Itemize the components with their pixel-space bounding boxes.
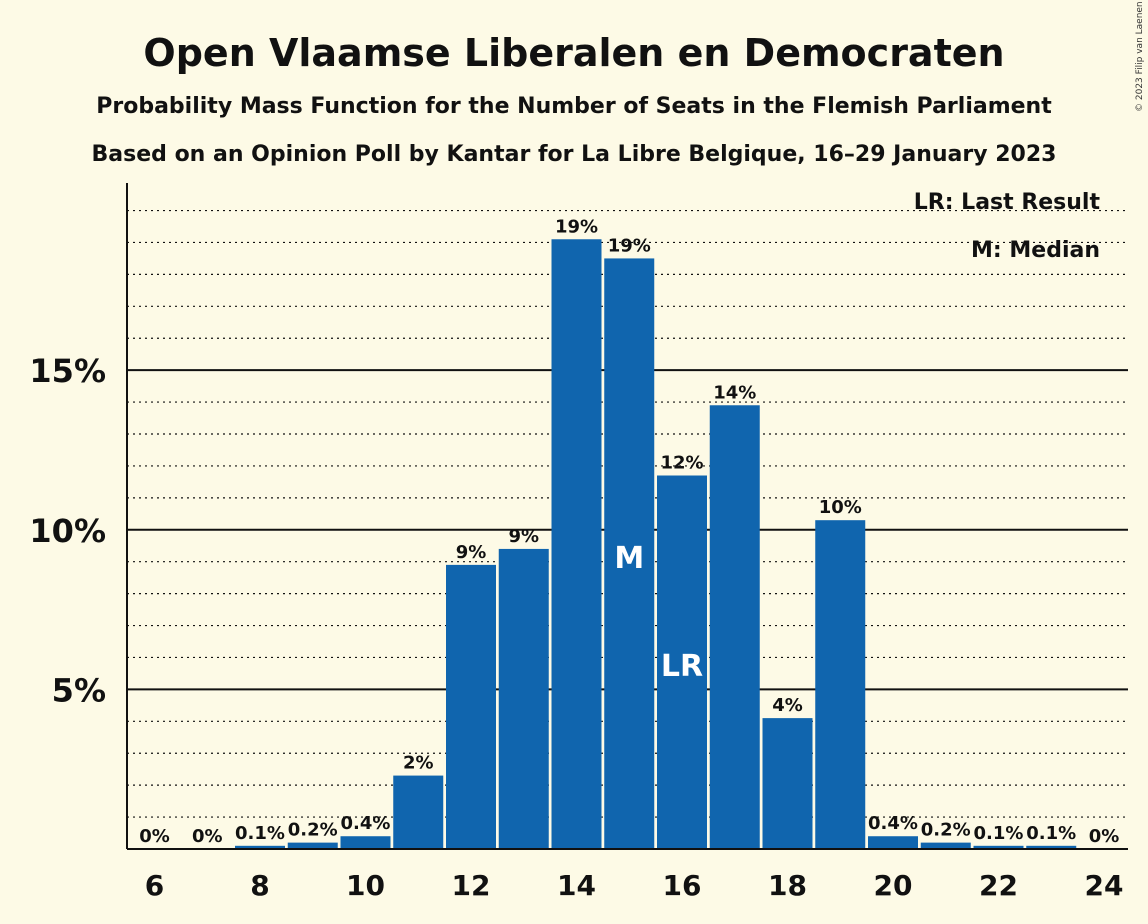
value-label-seat-11: 2% [403,753,434,774]
x-tick-label: 12 [452,869,491,902]
chart-subtitle: Probability Mass Function for the Number… [96,94,1052,119]
x-tick-labels: 6 8 10 12 14 16 18 20 22 24 [145,869,1124,902]
bar-seat-11 [393,775,444,849]
y-tick-label: 10% [29,512,106,550]
x-tick-label: 18 [768,869,807,902]
x-tick-label: 10 [346,869,385,902]
value-label-seat-20: 0.4% [868,813,918,834]
value-label-seat-19: 10% [819,497,862,518]
x-tick-label: 24 [1085,869,1124,902]
value-label-seat-13: 9% [508,526,539,547]
bar-seat-17 [709,405,760,849]
value-label-seat-15: 19% [608,235,651,256]
value-label-seat-9: 0.2% [288,820,338,841]
value-label-seat-16: 12% [660,453,703,474]
x-tick-label: 8 [250,869,269,902]
bar-seat-10 [340,836,391,849]
bar-markers: M LR [614,541,703,684]
bar-seat-8 [235,845,285,849]
value-label-seat-18: 4% [772,695,803,716]
grid-lines [127,209,1128,818]
legend-median: M: Median [971,238,1100,263]
bar-seat-12 [446,564,496,849]
copyright-notice: © 2023 Filip van Laenen [1135,1,1145,112]
value-label-seat-6: 0% [139,826,170,847]
chart-source-line: Based on an Opinion Poll by Kantar for L… [92,142,1057,167]
bar-seat-9 [287,842,338,849]
bar-seat-13 [498,548,549,849]
value-label-seat-8: 0.1% [235,823,285,844]
chart-title: Open Vlaamse Liberalen en Democraten [143,31,1004,75]
bar-seat-22 [973,845,1024,849]
x-tick-label: 14 [557,869,596,902]
bar-seat-21 [920,842,971,849]
bar-seat-18 [762,718,813,849]
y-tick-labels: 5% 10% 15% [29,352,106,709]
legend-last-result: LR: Last Result [914,190,1101,215]
x-tick-label: 16 [663,869,702,902]
value-label-seat-24: 0% [1089,826,1120,847]
value-label-seat-23: 0.1% [1026,823,1076,844]
bars [235,239,1077,849]
last-result-marker: LR [661,649,703,684]
bar-seat-20 [868,836,918,849]
x-tick-label: 20 [874,869,913,902]
value-label-seat-17: 14% [713,382,756,403]
bar-seat-23 [1026,845,1077,849]
bar-seat-19 [815,520,866,849]
bar-seat-15 [604,258,655,849]
value-label-seat-12: 9% [456,542,487,563]
value-label-seat-22: 0.1% [974,823,1024,844]
y-tick-label: 15% [29,352,106,390]
value-label-seat-14: 19% [555,216,598,237]
x-tick-label: 6 [145,869,164,902]
x-tick-label: 22 [979,869,1018,902]
value-label-seat-10: 0.4% [341,813,391,834]
legend: LR: Last Result M: Median [914,190,1101,263]
y-tick-label: 5% [52,671,106,709]
value-labels: 0% 0% 0.1% 0.2% 0.4%2%9%9%19%19%12%14%4%10%0… [139,216,1119,847]
bar-seat-14 [551,239,602,849]
value-label-seat-7: 0% [192,826,223,847]
bar-seat-16 [657,475,707,849]
value-label-seat-21: 0.2% [921,820,971,841]
median-marker: M [614,541,644,576]
